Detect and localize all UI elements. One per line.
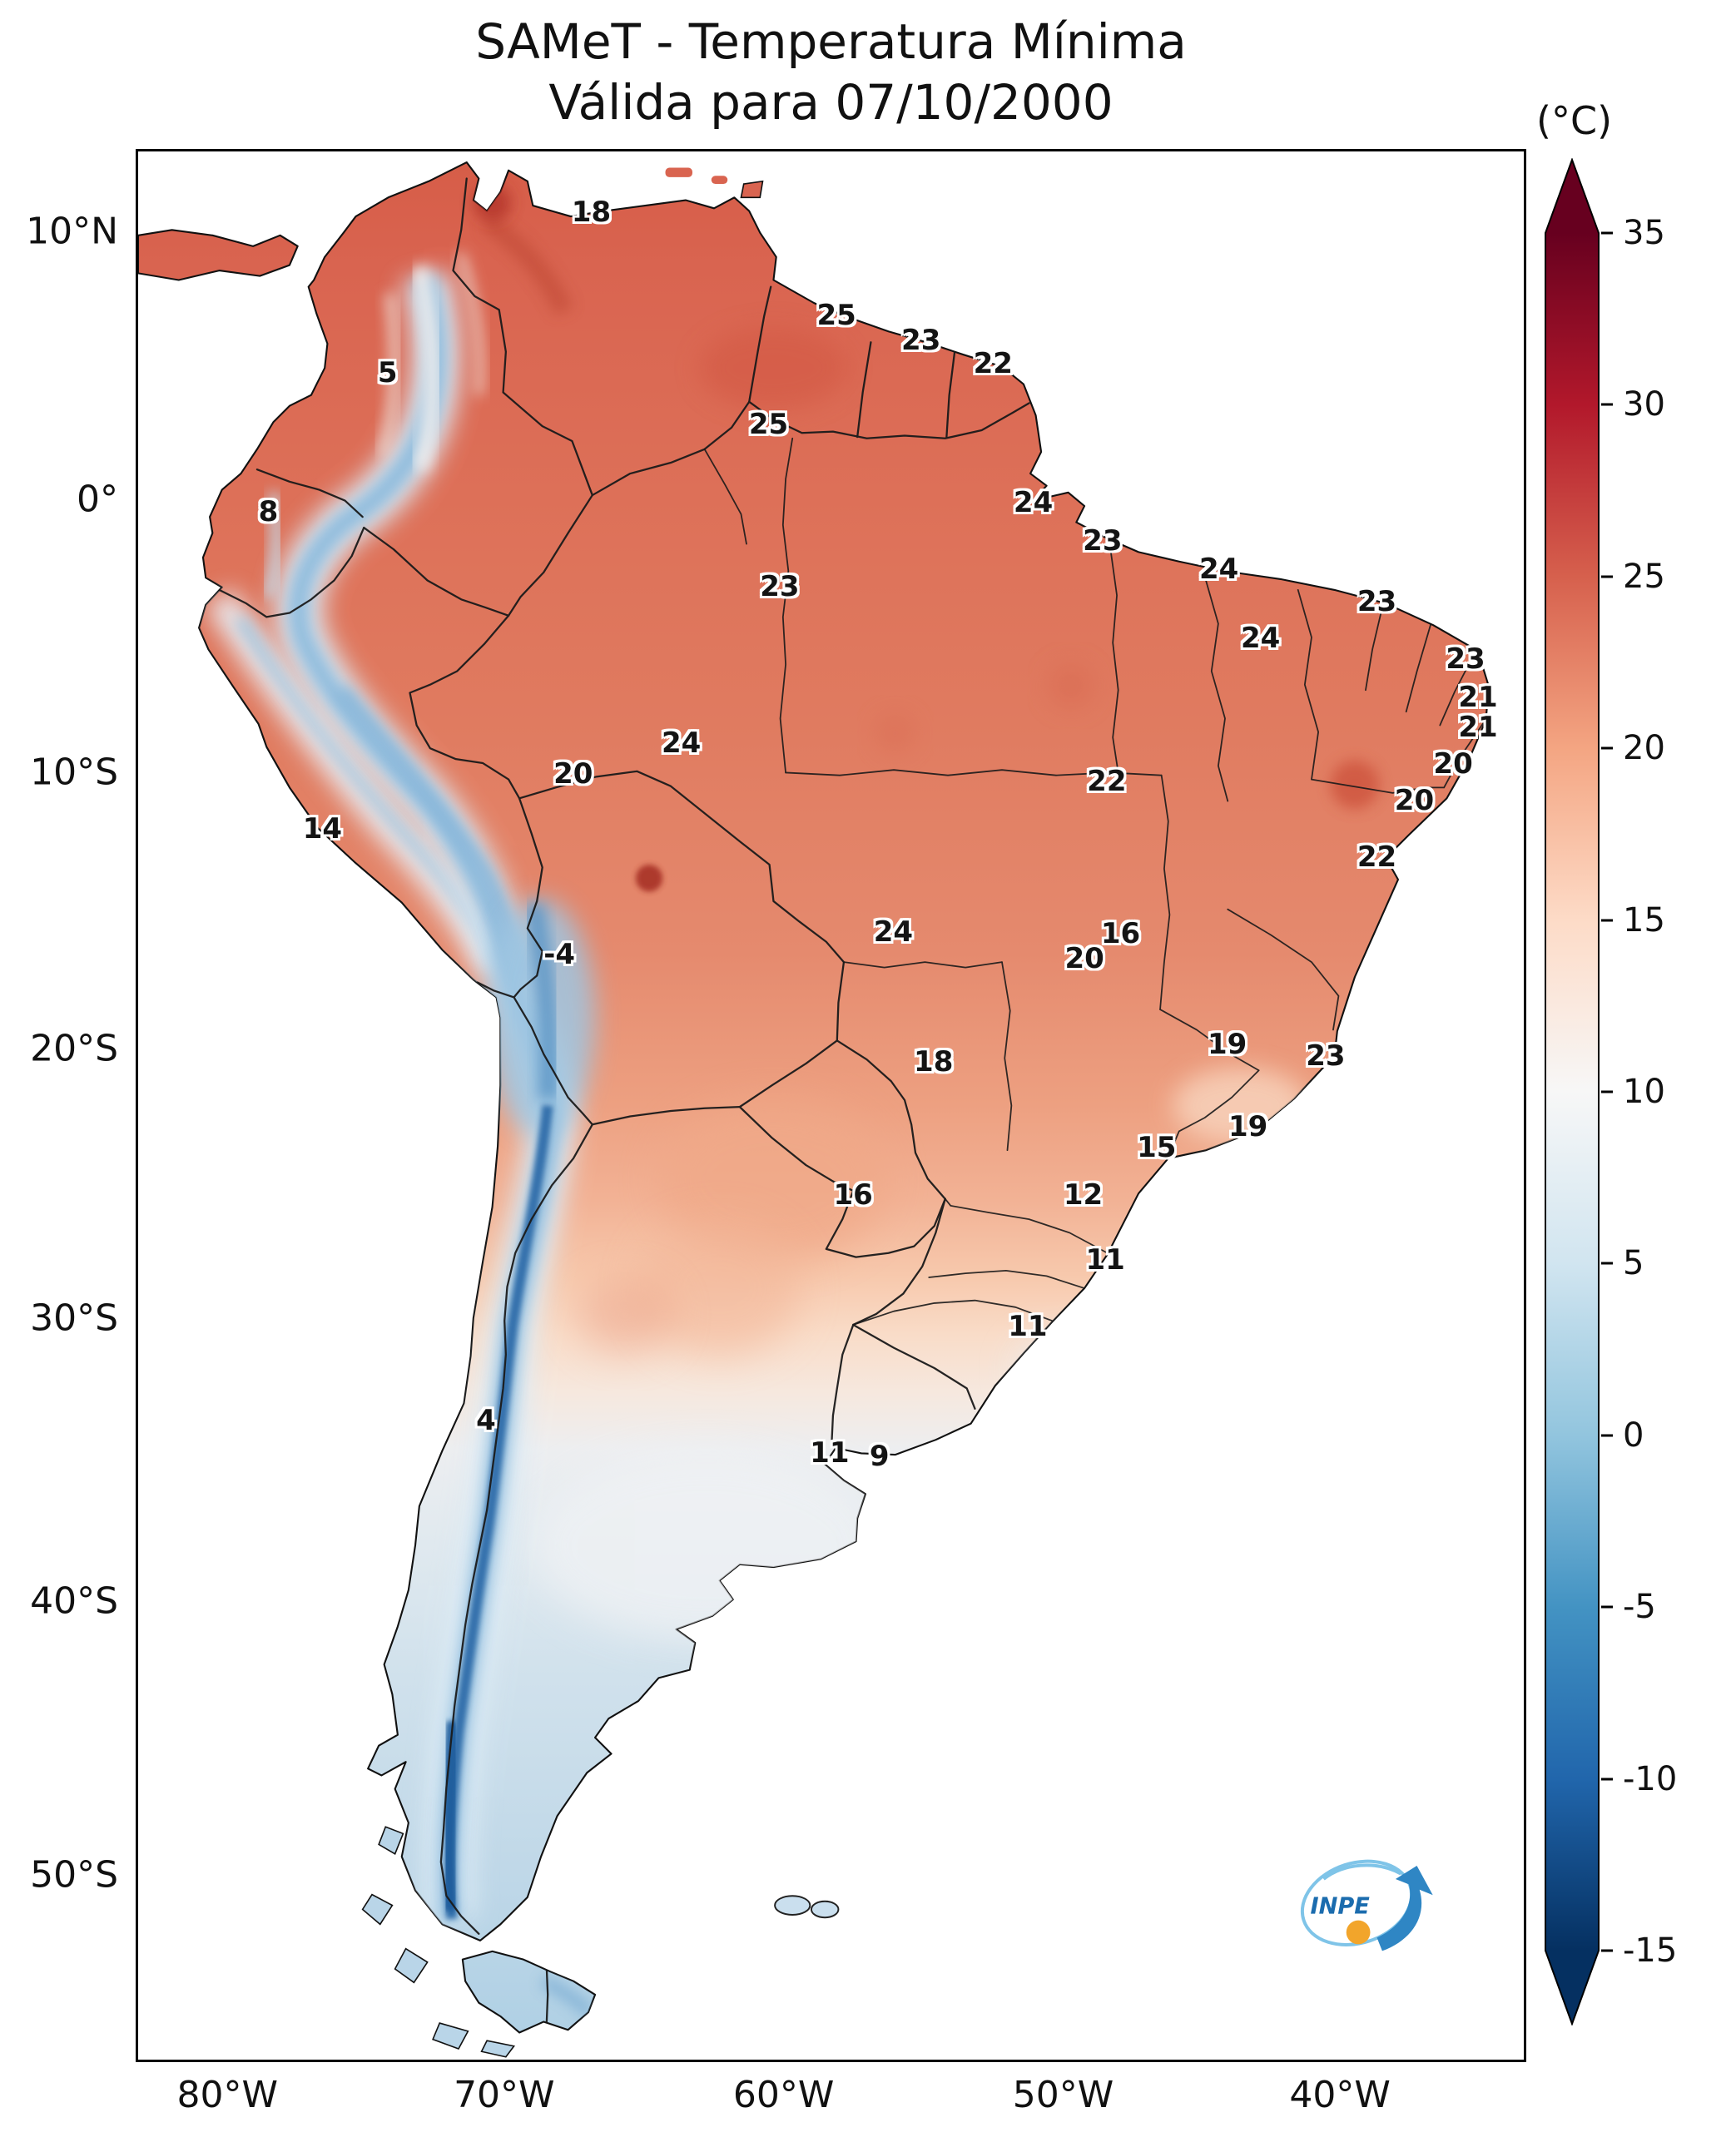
temperature-value-label: 18	[571, 196, 612, 230]
temperature-value-label: 5	[377, 355, 398, 389]
temperature-value-label: 24	[873, 915, 914, 949]
colorbar-axis: 35 30 25 20 15 10 5 0 -5 -10 -15	[1545, 158, 1736, 2026]
colorbar-tick-mark	[1601, 231, 1613, 235]
temperature-value-label: 22	[1357, 840, 1397, 875]
colorbar-tick-mark	[1601, 1949, 1613, 1952]
y-axis-tick-label: 10°N	[26, 210, 118, 253]
y-axis-tick-label: 50°S	[30, 1853, 118, 1897]
map-plot-area: 18 25 23 22 5 25 8 24 23 24 23 23 24 23 21 21 24 20 22 20 20…	[136, 149, 1526, 2062]
colorbar-tick-label: 25	[1623, 557, 1665, 596]
islands	[361, 167, 840, 2058]
temperature-value-label: 23	[1306, 1039, 1346, 1073]
colorbar-tick-label: 5	[1623, 1244, 1644, 1283]
colorbar-tick-label: -10	[1623, 1759, 1678, 1798]
colorbar-tick-mark	[1601, 919, 1613, 922]
colorbar-tick-label: -15	[1623, 1931, 1678, 1970]
temperature-value-label: 24	[1199, 553, 1239, 587]
colorbar-tick-mark	[1601, 746, 1613, 750]
temperature-value-label: -4	[543, 938, 576, 972]
colorbar	[1545, 158, 1600, 2026]
temperature-value-label: 8	[258, 495, 279, 529]
inpe-logo-arrow	[1376, 1866, 1433, 1951]
south-america-temperature-map	[138, 161, 1490, 2058]
chart-title-line1: SAMeT - Temperatura Mínima	[475, 13, 1187, 70]
inpe-logo: INPE	[1300, 1859, 1433, 1951]
y-axis-tick-label: 30°S	[30, 1297, 118, 1340]
inpe-logo-orange-dot	[1346, 1920, 1371, 1945]
temperature-value-label: 4	[476, 1403, 496, 1437]
temperature-value-label: 11	[1085, 1243, 1125, 1277]
temperature-value-label: 22	[973, 346, 1013, 380]
temperature-value-label: 24	[1013, 485, 1054, 519]
temperature-value-label: 23	[1357, 585, 1397, 619]
temperature-value-label: 11	[1008, 1310, 1048, 1344]
temperature-value-label: 21	[1458, 711, 1498, 745]
colorbar-tick-mark	[1601, 1605, 1613, 1609]
temperature-value-label: 15	[1137, 1130, 1177, 1164]
temperature-value-label: 14	[302, 812, 343, 845]
x-axis-tick-label: 50°W	[1012, 2074, 1114, 2116]
temperature-value-label: 20	[1394, 783, 1435, 817]
colorbar-tick-label: 30	[1623, 385, 1665, 424]
page-title: SAMeT - Temperatura Mínima Válida para 0…	[136, 12, 1526, 132]
andes-mountains-overlay	[206, 251, 596, 2017]
temperature-value-label: 12	[1063, 1178, 1104, 1212]
temperature-value-label: 24	[662, 726, 702, 760]
temperature-labels-layer: 18 25 23 22 5 25 8 24 23 24 23 23 24 23 21 21 24 20 22 20 20…	[138, 151, 1524, 2060]
continent-shape	[138, 161, 1490, 2034]
temperature-value-label: 18	[914, 1044, 954, 1078]
y-axis-tick-label: 20°S	[30, 1027, 118, 1070]
temperature-value-label: 23	[901, 324, 941, 357]
colorbar-tick-mark	[1601, 403, 1613, 406]
longitude-axis: 80°W 70°W 60°W 50°W 40°W	[136, 2074, 1526, 2124]
temperature-value-label: 16	[833, 1178, 873, 1212]
latitude-axis: 10°N 0° 10°S 20°S 30°S 40°S 50°S	[0, 149, 125, 2062]
colorbar-tick-mark	[1601, 1434, 1613, 1437]
colorbar-tick-mark	[1601, 575, 1613, 578]
temperature-value-label: 9	[869, 1440, 890, 1474]
temperature-value-label: 23	[1446, 642, 1486, 676]
x-axis-tick-label: 60°W	[732, 2074, 835, 2116]
chart-title-line2: Válida para 07/10/2000	[548, 73, 1114, 131]
temperature-value-label: 20	[1433, 747, 1473, 781]
colorbar-gradient-bar	[1545, 158, 1600, 2026]
temperature-value-label: 24	[1240, 621, 1281, 655]
temperature-value-label: 11	[810, 1435, 850, 1470]
x-axis-tick-label: 80°W	[176, 2074, 279, 2116]
country-borders	[218, 177, 1030, 2030]
colorbar-tick-mark	[1601, 1778, 1613, 1781]
x-axis-tick-label: 40°W	[1289, 2074, 1391, 2116]
temperature-value-label: 19	[1208, 1028, 1247, 1062]
colorbar-tick-mark	[1601, 1262, 1613, 1265]
temperature-value-label: 20	[553, 756, 593, 791]
temperature-value-label: 23	[760, 569, 800, 603]
inpe-logo-text: INPE	[1311, 1894, 1371, 1920]
y-axis-tick-label: 0°	[77, 478, 118, 521]
temperature-value-label: 19	[1228, 1109, 1268, 1143]
colorbar-tick-label: 10	[1623, 1073, 1665, 1111]
colorbar-tick-label: 35	[1623, 214, 1665, 252]
temperature-value-label: 25	[816, 299, 856, 333]
x-axis-tick-label: 70°W	[454, 2074, 555, 2116]
y-axis-tick-label: 10°S	[30, 751, 118, 794]
colorbar-tick-label: -5	[1623, 1588, 1656, 1627]
temperature-value-label: 20	[1064, 941, 1104, 975]
temperature-value-label: 21	[1458, 680, 1498, 714]
temperature-value-label: 25	[748, 407, 789, 441]
state-borders	[703, 437, 1486, 1326]
colorbar-tick-label: 20	[1623, 729, 1665, 768]
colorbar-tick-label: 0	[1623, 1416, 1644, 1455]
temperature-value-label: 22	[1087, 764, 1127, 798]
y-axis-tick-label: 40°S	[30, 1579, 118, 1623]
colorbar-tick-mark	[1601, 1090, 1613, 1093]
temperature-value-label: 16	[1100, 917, 1141, 951]
colorbar-tick-label: 15	[1623, 900, 1665, 940]
temperature-value-label: 23	[1083, 523, 1123, 558]
colorbar-unit-label: (°C)	[1536, 98, 1613, 143]
inpe-logo-arc	[1322, 1863, 1402, 1881]
